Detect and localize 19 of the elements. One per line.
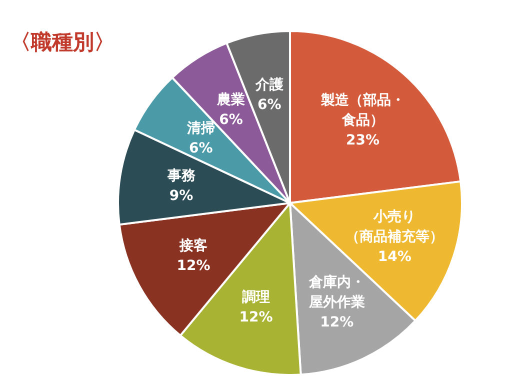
data-label: 12%: [320, 314, 354, 331]
slice-label: 製造（部品・食品）: [320, 91, 405, 128]
chart-title: 〈職種別〉: [10, 29, 115, 56]
data-label: 9%: [169, 188, 194, 204]
slice-label: 小売り（商品補充等）: [346, 209, 444, 246]
data-label: 23%: [346, 132, 380, 148]
data-label: 6%: [257, 96, 282, 113]
data-label: 6%: [219, 112, 243, 128]
slice-label: 介護: [254, 76, 284, 93]
slice-label: 調理: [242, 288, 270, 306]
slice-label: 接客: [178, 237, 208, 254]
slice-label: 農業: [216, 92, 246, 108]
slice-label: 倉庫内・屋外作業: [308, 274, 365, 311]
slice-label: 事務: [166, 168, 196, 184]
data-label: 12%: [239, 310, 273, 326]
slice-label: 清掃: [186, 120, 215, 136]
data-label: 6%: [189, 140, 213, 156]
data-label: 14%: [378, 249, 412, 266]
data-label: 12%: [176, 258, 210, 274]
